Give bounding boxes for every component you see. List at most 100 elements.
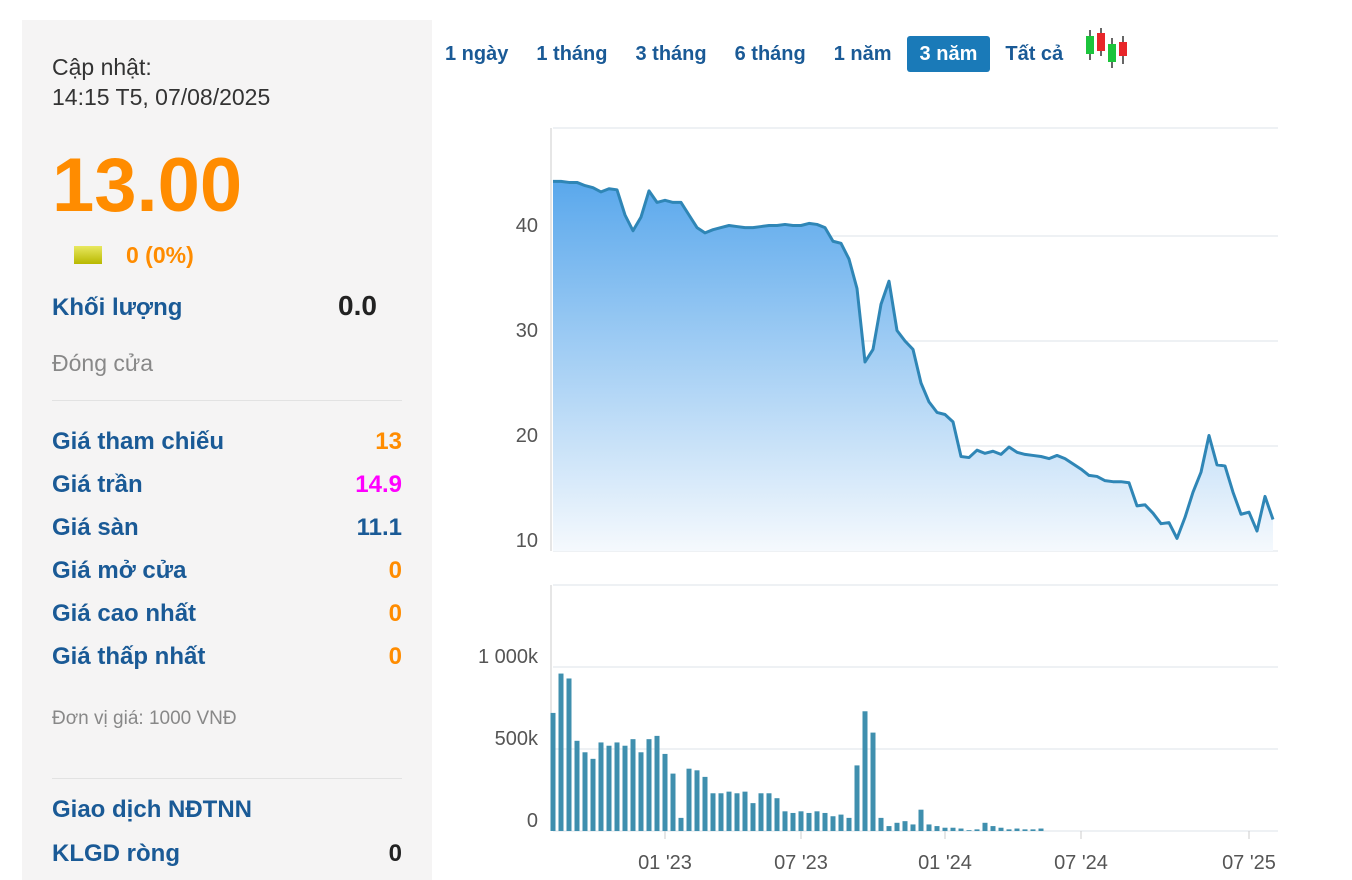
volume-bar xyxy=(750,803,756,831)
volume-bar xyxy=(558,673,564,831)
volume-bar xyxy=(910,824,916,831)
volume-bar xyxy=(998,827,1004,831)
range-tab[interactable]: 1 tháng xyxy=(536,43,608,65)
volume-bar xyxy=(902,821,908,831)
volume-bar xyxy=(670,773,676,831)
volume-bar xyxy=(814,811,820,831)
row-value: 13 xyxy=(375,428,402,455)
row-value: 0 xyxy=(388,643,402,670)
volume-bar xyxy=(782,811,788,831)
volume-bar xyxy=(950,827,956,831)
range-tab[interactable]: 1 ngày xyxy=(445,43,509,65)
volume-bar xyxy=(710,793,716,831)
volume-bar xyxy=(766,793,772,831)
volume-bar xyxy=(742,791,748,831)
volume-bar xyxy=(830,816,836,831)
net-label: KLGD ròng xyxy=(52,840,180,867)
volume-bar xyxy=(758,793,764,831)
y-tick-label: 1 000k xyxy=(478,646,539,668)
volume: 0.0 xyxy=(338,290,377,321)
volume-bar xyxy=(614,742,620,831)
volume-bar xyxy=(798,811,804,831)
row-value: 0 xyxy=(388,600,402,627)
status-icon xyxy=(74,246,102,264)
row-label: Giá sàn xyxy=(52,514,139,541)
range-tabs: 1 ngày 1 tháng 3 tháng 6 tháng 1 năm 3 năm Tất… xyxy=(432,36,1078,72)
row-label: Giá trần xyxy=(52,471,143,498)
volume-bar xyxy=(926,824,932,831)
volume-bar xyxy=(606,745,612,831)
volume-bar xyxy=(878,817,884,831)
volume-bar xyxy=(1030,829,1036,831)
volume-bar xyxy=(1006,829,1012,831)
volume-bar xyxy=(630,739,636,831)
volume-bar xyxy=(846,817,852,831)
volume-bar xyxy=(918,809,924,831)
row-value: 0 xyxy=(388,557,402,584)
row-label: Giá cao nhất xyxy=(52,600,197,627)
range-tab[interactable]: Tất cả xyxy=(1005,43,1064,65)
volume-bar xyxy=(662,753,668,831)
volume-bar xyxy=(678,817,684,831)
foreign-title: Giao dịch NĐTNN xyxy=(52,796,253,823)
volume-bar xyxy=(838,814,844,831)
unit-note: Đơn vị giá: 1000 VNĐ xyxy=(52,708,237,729)
x-tick-label: 01 '23 xyxy=(638,852,692,874)
update-time: 14:15 T5, 07/08/2025 xyxy=(52,84,271,110)
sidebar: Cập nhật: 14:15 T5, 07/08/2025 13.00 0 (… xyxy=(22,20,432,880)
volume-bar xyxy=(734,793,740,831)
volume-bar xyxy=(886,826,892,831)
price-area xyxy=(553,181,1273,551)
range-tab[interactable]: 3 tháng xyxy=(635,43,707,65)
volume-bar xyxy=(1014,828,1020,831)
y-tick-label: 40 xyxy=(516,215,538,237)
candlestick-icon[interactable] xyxy=(1084,28,1130,70)
volume-label: Khối lượng xyxy=(52,294,183,321)
y-tick-label: 10 xyxy=(516,530,538,552)
volume-bar xyxy=(974,829,980,831)
volume-bar xyxy=(654,735,660,831)
divider xyxy=(52,400,402,401)
volume-bar xyxy=(870,732,876,831)
volume-bar xyxy=(598,742,604,831)
x-tick-label: 01 '24 xyxy=(918,852,972,874)
volume-bar xyxy=(894,822,900,831)
volume-bar xyxy=(726,791,732,831)
volume-bar xyxy=(982,822,988,831)
status: Đóng cửa xyxy=(52,350,154,376)
volume-bar xyxy=(958,828,964,831)
x-tick-label: 07 '25 xyxy=(1222,852,1276,874)
volume-bar xyxy=(1038,828,1044,831)
row-value: 11.1 xyxy=(356,514,402,541)
volume-bar xyxy=(590,758,596,831)
y-tick-label: 500k xyxy=(495,728,539,750)
range-tab[interactable]: 3 năm xyxy=(906,36,991,72)
volume-bar xyxy=(694,770,700,831)
volume-bar xyxy=(646,739,652,831)
volume-bar xyxy=(550,712,556,831)
volume-bar xyxy=(990,826,996,831)
range-tab[interactable]: 1 năm xyxy=(833,43,892,65)
volume-bar xyxy=(854,765,860,831)
row-value: 14.9 xyxy=(355,471,402,498)
x-tick-label: 07 '23 xyxy=(774,852,828,874)
row-label: Giá tham chiếu xyxy=(52,428,225,455)
volume-bar xyxy=(718,793,724,831)
volume-bar xyxy=(774,798,780,831)
volume-bar xyxy=(934,826,940,831)
volume-bar xyxy=(822,812,828,831)
volume-bar xyxy=(806,812,812,831)
price-line xyxy=(553,179,1275,540)
volume-bar xyxy=(686,768,692,831)
volume-bar xyxy=(566,678,572,831)
net-value: 0 xyxy=(388,840,402,867)
volume-bar xyxy=(574,740,580,831)
range-tab[interactable]: 6 tháng xyxy=(734,43,806,65)
divider xyxy=(52,778,402,779)
volume-bar xyxy=(966,830,972,831)
volume-bar xyxy=(862,711,868,831)
update-label: Cập nhật: xyxy=(52,54,152,80)
x-tick-label: 07 '24 xyxy=(1054,852,1108,874)
